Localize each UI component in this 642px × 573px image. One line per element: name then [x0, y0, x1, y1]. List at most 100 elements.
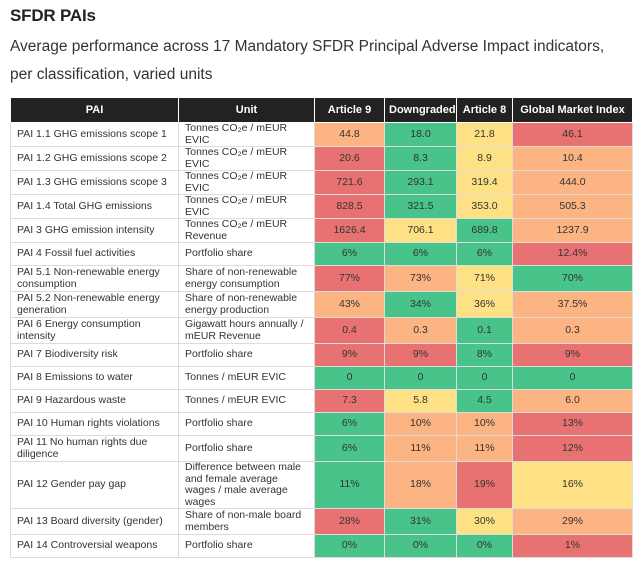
cell-downgraded: 8.3	[384, 146, 457, 171]
cell-pai: PAI 13 Board diversity (gender)	[10, 508, 179, 535]
cell-unit: Tonnes CO₂e / mEUR EVIC	[178, 146, 315, 171]
cell-article-9: 1626.4	[314, 218, 385, 243]
cell-global-market-index: 10.4	[512, 146, 633, 171]
table-row: PAI 11 No human rights due diligence Port…	[10, 435, 633, 462]
cell-article-9: 828.5	[314, 194, 385, 219]
cell-unit: Share of non-renewable energy production	[178, 291, 315, 318]
cell-global-market-index: 70%	[512, 265, 633, 292]
cell-unit: Gigawatt hours annually / mEUR Revenue	[178, 317, 315, 344]
cell-global-market-index: 12%	[512, 435, 633, 462]
cell-article-8: 19%	[456, 461, 513, 509]
cell-downgraded: 31%	[384, 508, 457, 535]
cell-downgraded: 706.1	[384, 218, 457, 243]
cell-pai: PAI 1.1 GHG emissions scope 1	[10, 122, 179, 147]
cell-article-8: 4.5	[456, 389, 513, 413]
table-row: PAI 5.2 Non-renewable energy generation S…	[10, 291, 633, 318]
cell-unit: Portfolio share	[178, 343, 315, 367]
cell-global-market-index: 46.1	[512, 122, 633, 147]
cell-article-8: 0.1	[456, 317, 513, 344]
table-row: PAI 13 Board diversity (gender) Share of …	[10, 508, 633, 535]
header-pai: PAI	[10, 97, 179, 123]
cell-global-market-index: 6.0	[512, 389, 633, 413]
cell-article-8: 21.8	[456, 122, 513, 147]
cell-downgraded: 34%	[384, 291, 457, 318]
cell-article-9: 20.6	[314, 146, 385, 171]
cell-global-market-index: 16%	[512, 461, 633, 509]
cell-article-9: 43%	[314, 291, 385, 318]
cell-pai: PAI 5.1 Non-renewable energy consumption	[10, 265, 179, 292]
cell-unit: Tonnes CO₂e / mEUR EVIC	[178, 122, 315, 147]
cell-article-8: 11%	[456, 435, 513, 462]
table-header-row: PAI Unit Article 9 Downgraded Article 8 …	[10, 97, 633, 123]
cell-unit: Tonnes / mEUR EVIC	[178, 366, 315, 390]
page-subtitle: Average performance across 17 Mandatory …	[10, 38, 605, 83]
cell-global-market-index: 0	[512, 366, 633, 390]
header-article-9: Article 9	[314, 97, 385, 123]
cell-unit: Portfolio share	[178, 435, 315, 462]
cell-article-9: 6%	[314, 242, 385, 266]
cell-article-8: 0%	[456, 534, 513, 558]
table-row: PAI 5.1 Non-renewable energy consumption…	[10, 265, 633, 292]
header-unit: Unit	[178, 97, 315, 123]
table-row: PAI 10 Human rights violations Portfolio …	[10, 412, 633, 436]
table-row: PAI 1.1 GHG emissions scope 1 Tonnes CO₂e…	[10, 122, 633, 147]
cell-global-market-index: 12.4%	[512, 242, 633, 266]
page-title: SFDR PAIs	[10, 6, 96, 25]
cell-downgraded: 0	[384, 366, 457, 390]
cell-pai: PAI 4 Fossil fuel activities	[10, 242, 179, 266]
cell-global-market-index: 505.3	[512, 194, 633, 219]
cell-article-9: 6%	[314, 412, 385, 436]
cell-article-9: 0%	[314, 534, 385, 558]
table-row: PAI 8 Emissions to water Tonnes / mEUR EV…	[10, 366, 633, 390]
cell-global-market-index: 29%	[512, 508, 633, 535]
cell-unit: Share of non-renewable energy consumptio…	[178, 265, 315, 292]
table-row: PAI 6 Energy consumption intensity Gigawa…	[10, 317, 633, 344]
header-downgraded: Downgraded	[384, 97, 457, 123]
cell-unit: Share of non-male board members	[178, 508, 315, 535]
cell-pai: PAI 9 Hazardous waste	[10, 389, 179, 413]
cell-pai: PAI 5.2 Non-renewable energy generation	[10, 291, 179, 318]
cell-article-8: 8.9	[456, 146, 513, 171]
cell-downgraded: 9%	[384, 343, 457, 367]
cell-pai: PAI 3 GHG emission intensity	[10, 218, 179, 243]
cell-unit: Portfolio share	[178, 412, 315, 436]
cell-unit: Tonnes / mEUR EVIC	[178, 389, 315, 413]
cell-pai: PAI 1.4 Total GHG emissions	[10, 194, 179, 219]
cell-downgraded: 73%	[384, 265, 457, 292]
table-row: PAI 3 GHG emission intensity Tonnes CO₂e …	[10, 218, 633, 243]
cell-article-9: 28%	[314, 508, 385, 535]
cell-downgraded: 321.5	[384, 194, 457, 219]
cell-unit: Tonnes CO₂e / mEUR EVIC	[178, 170, 315, 195]
cell-global-market-index: 13%	[512, 412, 633, 436]
cell-article-9: 9%	[314, 343, 385, 367]
cell-pai: PAI 7 Biodiversity risk	[10, 343, 179, 367]
cell-global-market-index: 0.3	[512, 317, 633, 344]
cell-downgraded: 11%	[384, 435, 457, 462]
table-row: PAI 1.2 GHG emissions scope 2 Tonnes CO₂e…	[10, 146, 633, 171]
cell-pai: PAI 10 Human rights violations	[10, 412, 179, 436]
cell-pai: PAI 8 Emissions to water	[10, 366, 179, 390]
cell-article-9: 77%	[314, 265, 385, 292]
cell-unit: Difference between male and female avera…	[178, 461, 315, 509]
cell-downgraded: 10%	[384, 412, 457, 436]
cell-article-8: 36%	[456, 291, 513, 318]
cell-pai: PAI 6 Energy consumption intensity	[10, 317, 179, 344]
cell-article-9: 6%	[314, 435, 385, 462]
cell-article-9: 721.6	[314, 170, 385, 195]
cell-unit: Portfolio share	[178, 242, 315, 266]
cell-article-8: 689.8	[456, 218, 513, 243]
table-row: PAI 12 Gender pay gap Difference between …	[10, 461, 633, 509]
cell-pai: PAI 1.3 GHG emissions scope 3	[10, 170, 179, 195]
cell-unit: Tonnes CO₂e / mEUR EVIC	[178, 194, 315, 219]
cell-global-market-index: 444.0	[512, 170, 633, 195]
cell-article-8: 353.0	[456, 194, 513, 219]
table-row: PAI 4 Fossil fuel activities Portfolio sh…	[10, 242, 633, 266]
cell-downgraded: 0%	[384, 534, 457, 558]
table-row: PAI 7 Biodiversity risk Portfolio share 9%…	[10, 343, 633, 367]
cell-downgraded: 18.0	[384, 122, 457, 147]
table-row: PAI 1.4 Total GHG emissions Tonnes CO₂e /…	[10, 194, 633, 219]
cell-article-9: 7.3	[314, 389, 385, 413]
cell-global-market-index: 37.5%	[512, 291, 633, 318]
table-row: PAI 14 Controversial weapons Portfolio sh…	[10, 534, 633, 558]
